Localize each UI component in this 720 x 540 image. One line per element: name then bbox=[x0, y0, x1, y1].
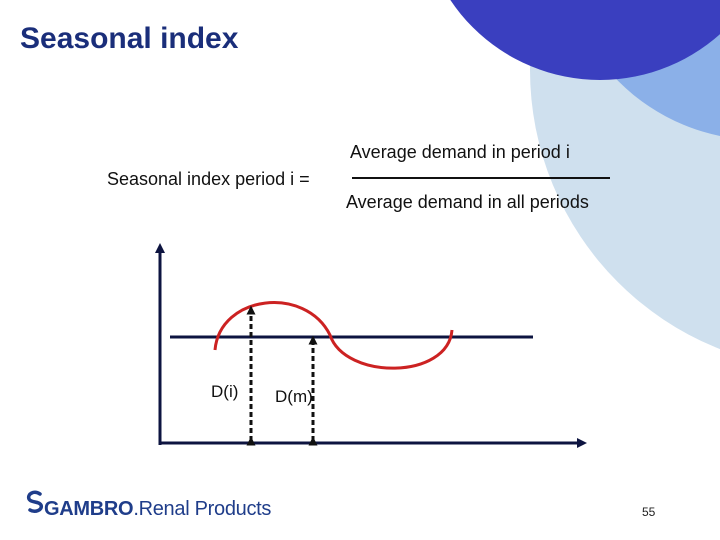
logo-brand: GAMBRO bbox=[44, 498, 134, 520]
deco-dark-circle bbox=[450, 0, 720, 80]
seasonal-curve bbox=[213, 301, 454, 370]
fraction-bar bbox=[352, 177, 610, 179]
label-dm: D(m) bbox=[275, 387, 313, 406]
logo-dot: . bbox=[133, 498, 139, 520]
gambro-logo-icon bbox=[26, 490, 44, 513]
formula-lhs: Seasonal index period i = bbox=[107, 169, 310, 189]
label-di: D(i) bbox=[211, 382, 239, 401]
logo-product: Renal Products bbox=[138, 498, 272, 520]
page-number: 55 bbox=[642, 505, 656, 519]
formula-denominator: Average demand in all periods bbox=[346, 192, 589, 212]
company-logo: GAMBRO.Renal Products bbox=[44, 498, 271, 521]
slide-title: Seasonal index bbox=[20, 22, 239, 55]
formula-numerator: Average demand in period i bbox=[350, 142, 570, 162]
